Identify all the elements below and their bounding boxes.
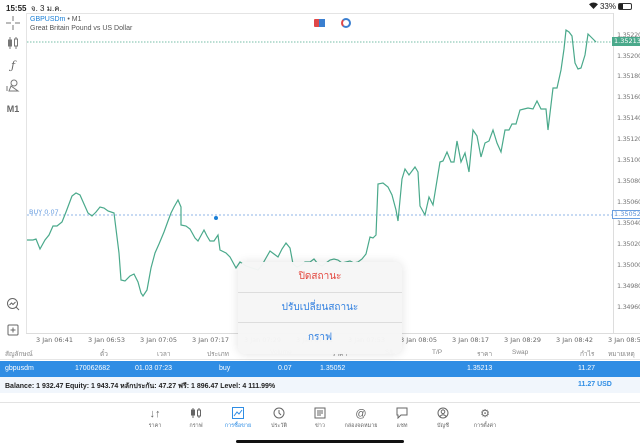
- tab-settings[interactable]: ⚙ การตั้งค่า: [465, 407, 505, 430]
- position-action-sheet: ปิดสถานะ ปรับเปลี่ยนสถานะ กราฟ: [238, 262, 402, 354]
- trade-entry-marker: [214, 216, 218, 220]
- home-indicator[interactable]: [236, 440, 404, 443]
- price-line: [27, 28, 597, 298]
- col-symbol[interactable]: สัญลักษณ์: [5, 351, 33, 358]
- total-profit: 11.27 USD: [578, 381, 612, 388]
- buy-price-tag: 1.35052: [612, 210, 640, 219]
- mailbox-icon: @: [355, 408, 367, 420]
- wifi-icon: [588, 2, 598, 11]
- tab-chat[interactable]: แชท: [382, 407, 422, 430]
- buy-position-label: BUY 0.07: [29, 208, 59, 216]
- status-indicators: 33%: [588, 2, 632, 11]
- bottom-tab-bar: ↓↑ ราคา กราฟ การซื้อขาย ประวัติ ข่าว @ ก…: [0, 402, 640, 447]
- tab-trade[interactable]: การซื้อขาย: [218, 407, 258, 430]
- trade-type: buy: [219, 365, 231, 372]
- chart-button[interactable]: กราฟ: [307, 332, 333, 344]
- chart-timeframe: M1: [71, 16, 82, 23]
- close-position-button[interactable]: ปิดสถานะ: [238, 262, 402, 293]
- chart-type-icon[interactable]: [4, 36, 22, 54]
- account-icon: [423, 407, 463, 421]
- trade-time: 01.03 07:23: [135, 365, 172, 372]
- chart-toolbar: ƒ M1: [0, 13, 26, 338]
- tab-history[interactable]: ประวัติ: [259, 407, 299, 430]
- trade-icon: [218, 407, 258, 421]
- quotes-icon: ↓↑: [149, 408, 161, 420]
- col-ticket[interactable]: ตั๋ว: [100, 351, 108, 358]
- price-chart[interactable]: [26, 13, 613, 333]
- trade-symbol: gbpusdm: [5, 365, 34, 372]
- status-bar: 15:55 จ. 3 ม.ค. 33%: [0, 0, 640, 13]
- one-click-trading-icon[interactable]: [314, 19, 325, 27]
- chart-description: Great Britain Pound vs US Dollar: [30, 25, 133, 32]
- col-profit[interactable]: กำไร: [580, 351, 595, 358]
- current-price-tag: 1.35213: [612, 37, 640, 46]
- price-axis: 1.35220 1.35200 1.35180 1.35160 1.35140 …: [613, 13, 640, 333]
- add-indicator-icon[interactable]: [4, 323, 22, 341]
- chart-icon: [176, 407, 216, 421]
- account-summary-text: Balance: 1 932.47 Equity: 1 943.74 หลักป…: [5, 383, 276, 390]
- col-swap[interactable]: Swap: [512, 349, 529, 356]
- trade-row[interactable]: gbpusdm 170062682 01.03 07:23 buy 0.07 1…: [0, 361, 640, 377]
- crosshair-icon[interactable]: [4, 16, 22, 34]
- trade-current-price: 1.35213: [467, 365, 493, 372]
- trade-ticket: 170062682: [75, 365, 111, 372]
- col-tp[interactable]: T/P: [432, 349, 443, 356]
- status-time: 15:55 จ. 3 ม.ค.: [6, 4, 62, 13]
- modify-position-button[interactable]: ปรับเปลี่ยนสถานะ: [238, 293, 402, 324]
- col-type[interactable]: ประเภท: [207, 351, 229, 358]
- zoom-icon[interactable]: [4, 297, 22, 315]
- trade-volume: 0.07: [278, 365, 292, 372]
- market-status-icon[interactable]: [341, 18, 351, 28]
- account-summary: Balance: 1 932.47 Equity: 1 943.74 หลักป…: [0, 377, 640, 393]
- col-comment[interactable]: หมายเหตุ: [608, 351, 635, 358]
- chart-title: GBPUSDm • M1 Great Britain Pound vs US D…: [30, 16, 133, 32]
- history-icon: [259, 407, 299, 421]
- timeframe-button[interactable]: M1: [6, 104, 20, 114]
- objects-icon[interactable]: [4, 78, 22, 96]
- news-icon: [300, 407, 340, 421]
- tab-mailbox[interactable]: @ กล่องจดหมาย: [341, 407, 381, 430]
- chart-symbol: GBPUSDm: [30, 16, 66, 23]
- tab-account[interactable]: บัญชี: [423, 407, 463, 430]
- tab-chart[interactable]: กราฟ: [176, 407, 216, 430]
- settings-icon: ⚙: [480, 408, 490, 420]
- col-price[interactable]: ราคา: [332, 351, 348, 358]
- tab-quotes[interactable]: ↓↑ ราคา: [135, 407, 175, 430]
- battery-icon: [618, 3, 632, 10]
- battery-percent: 33%: [599, 2, 616, 11]
- col-current-price[interactable]: ราคา: [477, 351, 493, 358]
- col-time[interactable]: เวลา: [157, 351, 171, 358]
- trade-profit: 11.27: [578, 365, 595, 372]
- indicators-icon[interactable]: ƒ: [10, 59, 16, 72]
- chat-icon: [382, 407, 422, 421]
- trade-open-price: 1.35052: [320, 365, 346, 372]
- tab-news[interactable]: ข่าว: [300, 407, 340, 430]
